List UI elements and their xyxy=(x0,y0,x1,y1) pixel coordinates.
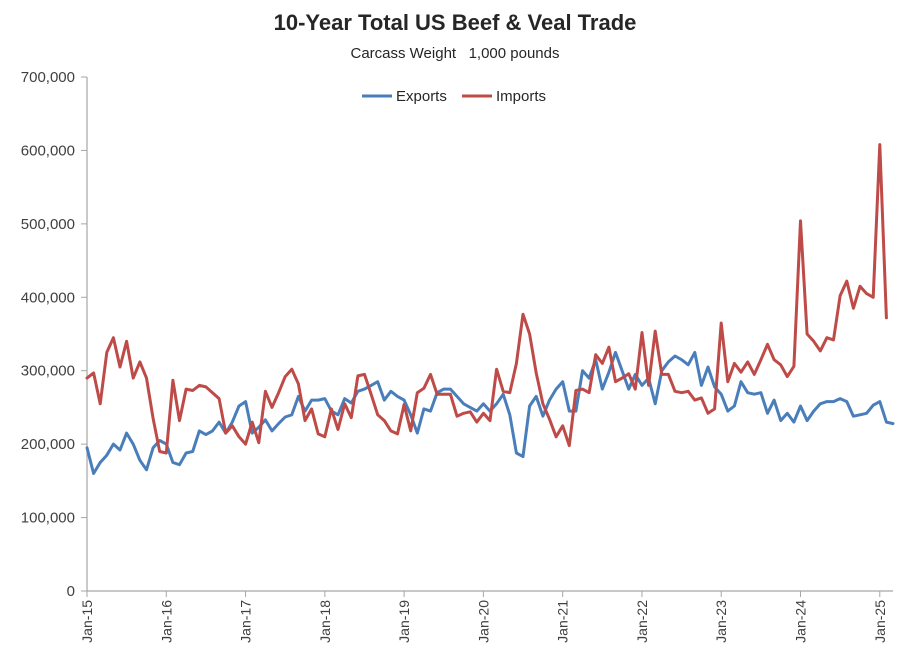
x-tick-label: Jan-16 xyxy=(158,600,174,643)
series-layer xyxy=(85,143,895,475)
x-tick-label: Jan-20 xyxy=(475,600,491,643)
x-tick-label: Jan-22 xyxy=(634,600,650,643)
x-tick-label: Jan-19 xyxy=(396,600,412,643)
legend-label-exports: Exports xyxy=(396,88,447,105)
legend: Exports Imports xyxy=(362,88,546,105)
x-tick-label: Jan-24 xyxy=(793,600,809,643)
x-axis: Jan-15 Jan-16 Jan-17 Jan-18 Jan-19 Jan-20 Jan-… xyxy=(79,590,893,643)
x-tick-label: Jan-17 xyxy=(238,600,254,643)
y-tick-label: 500,000 xyxy=(21,216,75,233)
x-tick-label: Jan-23 xyxy=(713,600,729,643)
chart-subtitle: Carcass Weight 1,000 pounds xyxy=(350,45,560,62)
y-tick-label: 400,000 xyxy=(21,289,75,306)
y-tick-label: 700,000 xyxy=(21,69,75,86)
y-tick-label: 600,000 xyxy=(21,142,75,159)
x-tick-label: Jan-18 xyxy=(317,600,333,643)
y-tick-label: 300,000 xyxy=(21,363,75,380)
chart-title: 10-Year Total US Beef & Veal Trade xyxy=(273,10,637,35)
y-axis: 0 100,000 200,000 300,000 400,000 500,000 600,… xyxy=(21,69,88,600)
legend-label-imports: Imports xyxy=(496,88,546,105)
x-tick-label: Jan-25 xyxy=(872,600,888,643)
series-line-imports xyxy=(85,143,888,455)
y-tick-label: 200,000 xyxy=(21,436,75,453)
y-tick-label: 100,000 xyxy=(21,510,75,527)
x-tick-label: Jan-21 xyxy=(555,600,571,643)
y-tick-label: 0 xyxy=(67,583,75,600)
x-tick-label: Jan-15 xyxy=(79,600,95,643)
